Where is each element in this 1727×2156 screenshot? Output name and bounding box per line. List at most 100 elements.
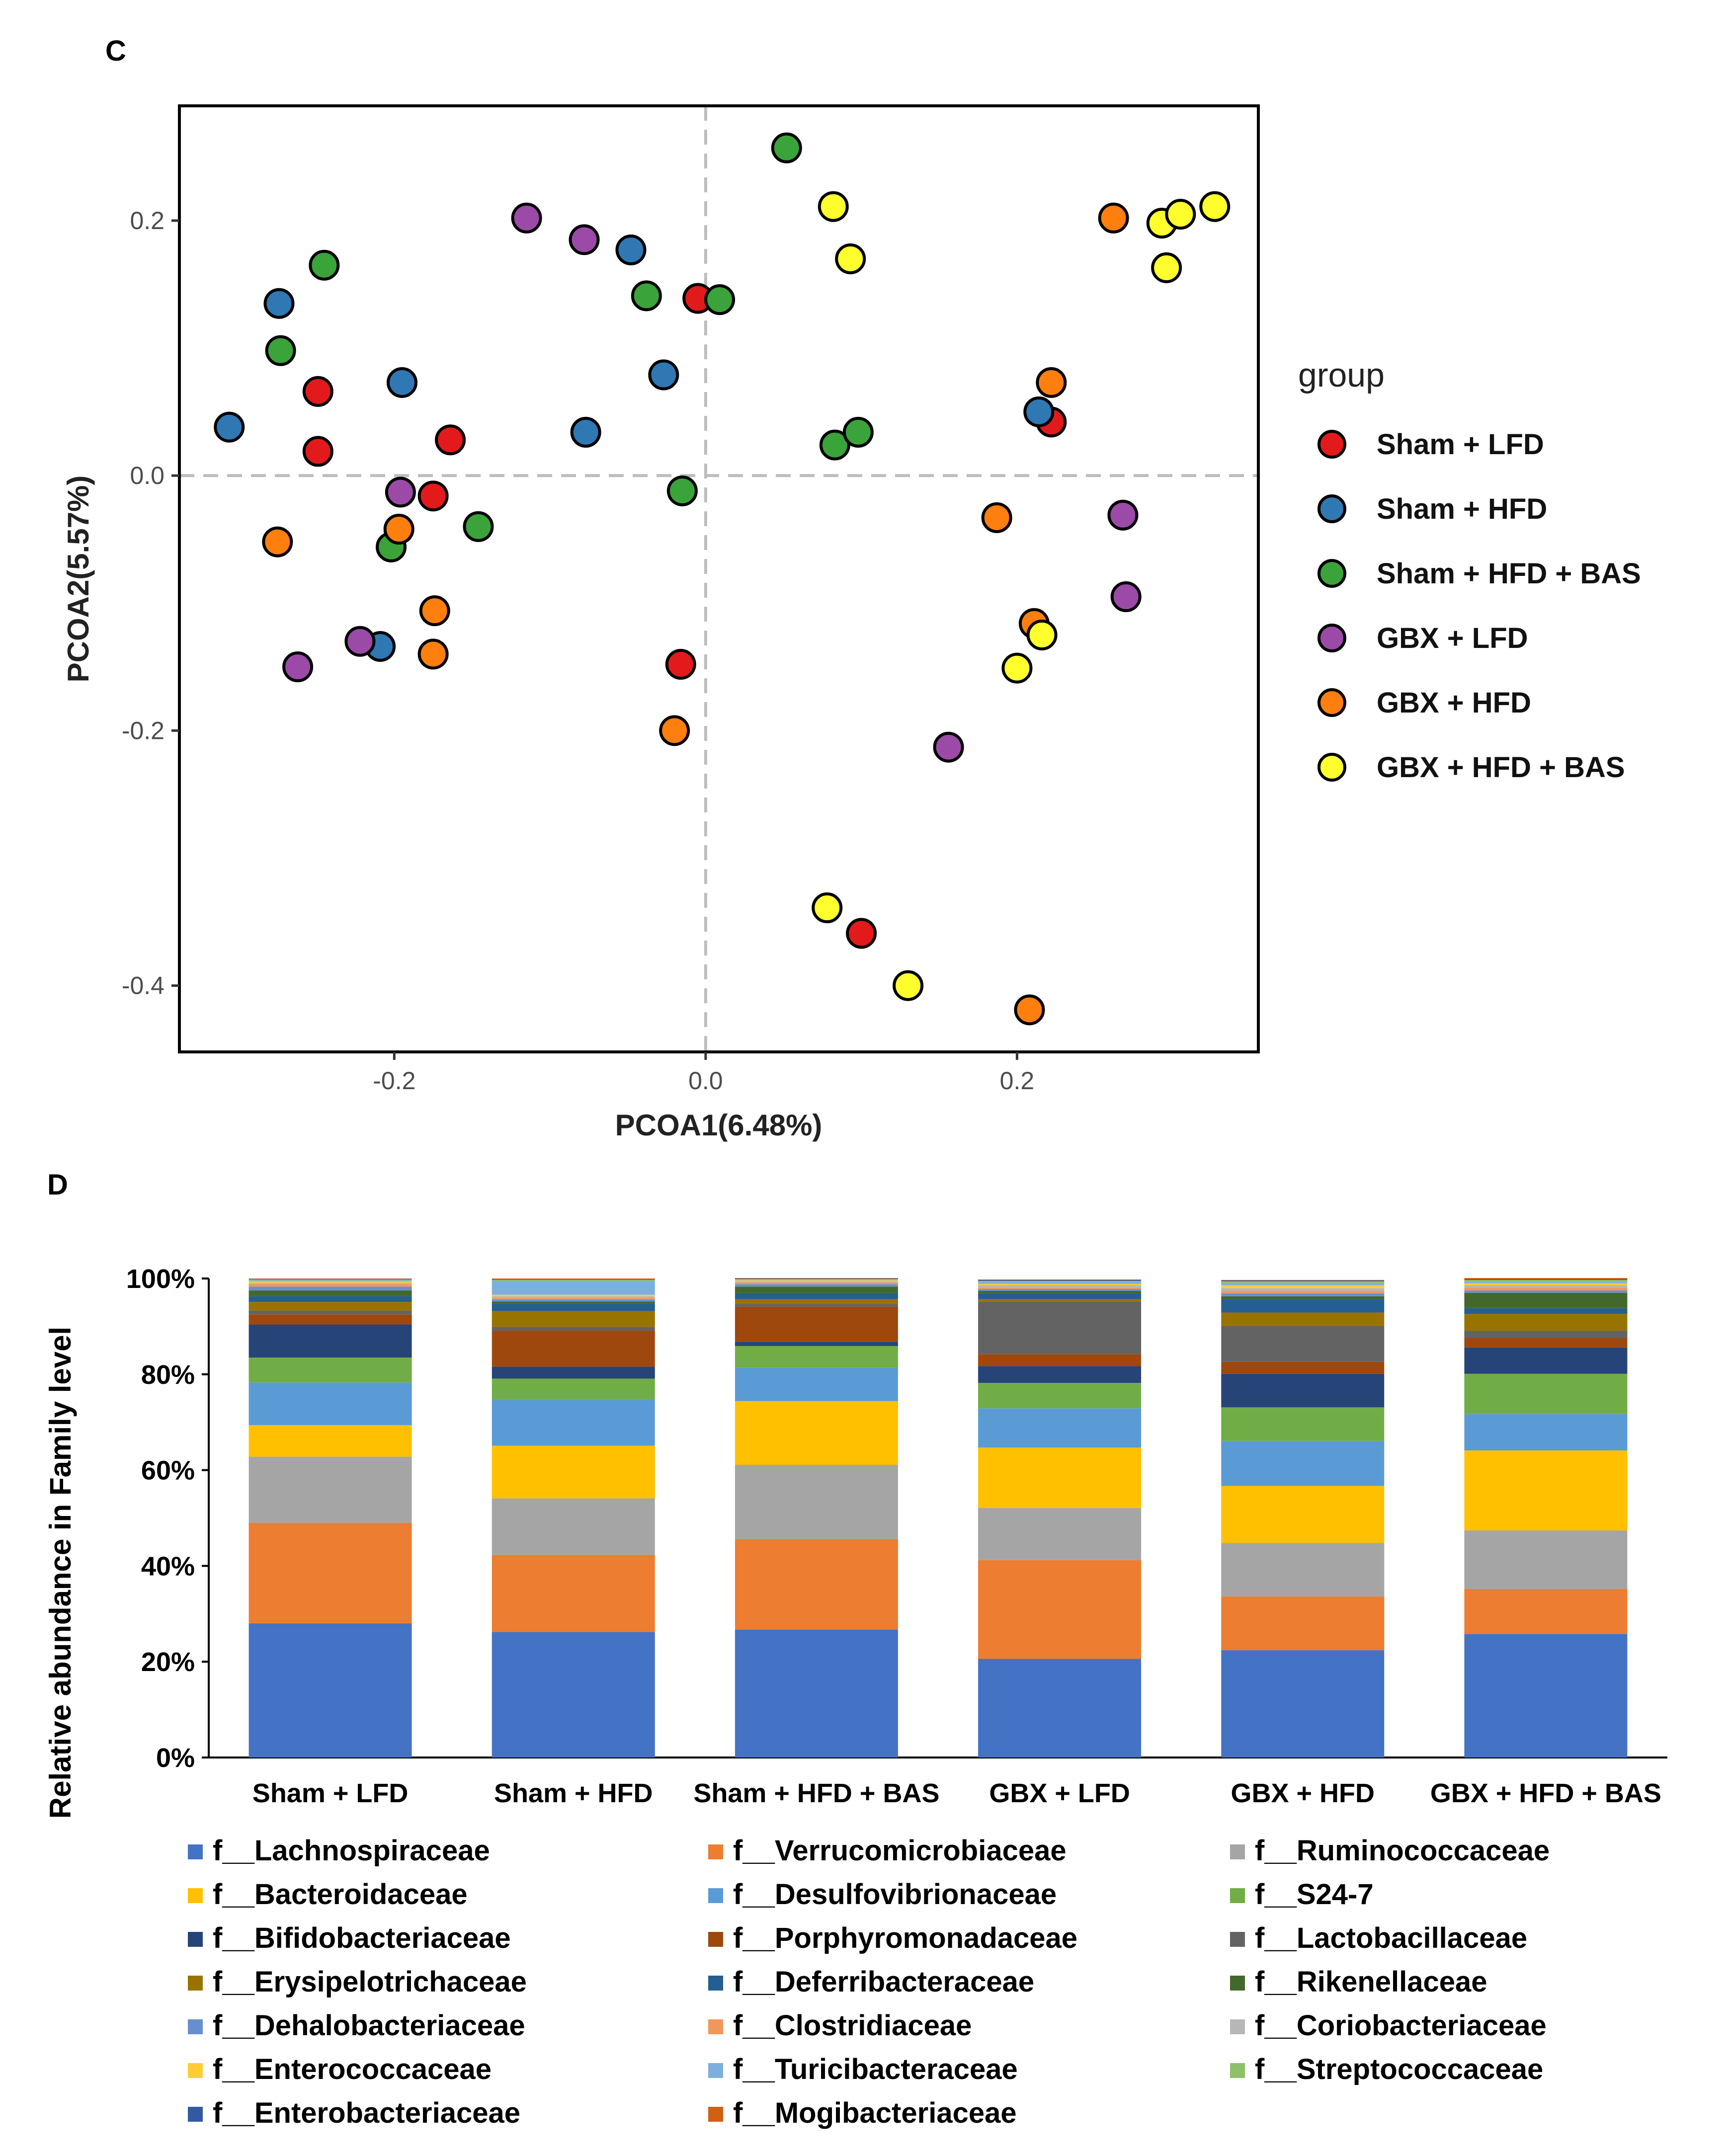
bar-segment xyxy=(735,1299,898,1304)
scatter-point xyxy=(631,280,662,312)
d-y-axis-title: Relative abundance in Family level xyxy=(44,1327,77,1819)
bar-segment xyxy=(492,1327,655,1331)
bar-segment xyxy=(735,1464,898,1539)
bar-segment xyxy=(735,1342,898,1346)
bar-segment xyxy=(1221,1285,1385,1288)
panel-c: C -0.2 0.0 0.20.20.0-0.2-0.4 PCOA1(6.48%) … xyxy=(62,35,1641,1142)
bar-segment xyxy=(1221,1326,1385,1362)
legend-label: GBX + HFD + BAS xyxy=(1377,751,1625,784)
bar-segment xyxy=(735,1304,898,1307)
bar-segment xyxy=(1221,1288,1385,1291)
legend-swatch xyxy=(1230,1844,1245,1859)
bar-segment xyxy=(1221,1293,1385,1296)
legend-label: f__Desulfovibrionaceae xyxy=(733,1878,1057,1911)
bar-segment xyxy=(492,1331,655,1367)
bar-segment xyxy=(1464,1283,1628,1285)
bar-segment xyxy=(978,1293,1142,1299)
bar-segment xyxy=(978,1299,1142,1302)
scatter-point xyxy=(1110,581,1142,612)
legend-swatch xyxy=(188,1844,203,1859)
legend-label: f__Turicibacteraceae xyxy=(733,2053,1018,2085)
bar-segment xyxy=(1221,1597,1385,1651)
scatter-point xyxy=(835,243,866,274)
bar-segment xyxy=(735,1346,898,1368)
bar-segment xyxy=(492,1498,655,1555)
bar-segment xyxy=(492,1632,655,1757)
scatter-point xyxy=(1026,619,1058,650)
x-tick-label: 0.2 xyxy=(1000,1067,1035,1095)
bar-segment xyxy=(492,1278,655,1279)
bar-segment xyxy=(1464,1450,1628,1531)
legend-swatch xyxy=(188,2107,203,2122)
scatter-point xyxy=(214,411,245,443)
bar-segment xyxy=(248,1281,412,1283)
bar-segment xyxy=(1464,1292,1628,1308)
legend-title: group xyxy=(1298,356,1385,394)
bar-segment xyxy=(492,1294,655,1296)
scatter-point xyxy=(1036,367,1067,398)
bar-segment xyxy=(248,1425,412,1457)
bar-segment xyxy=(492,1279,655,1281)
scatter-point xyxy=(262,526,293,558)
scatter-point xyxy=(665,648,696,680)
legend-swatch xyxy=(188,1976,203,1991)
y-tick-label: 0.0 xyxy=(130,462,164,489)
legend-label: Sham + HFD xyxy=(1377,493,1547,525)
bar-segment xyxy=(978,1659,1142,1757)
scatter-point xyxy=(1199,191,1231,222)
bar-segment xyxy=(1221,1486,1385,1543)
bar-segment xyxy=(735,1278,898,1279)
bar-segment xyxy=(248,1278,412,1279)
scatter-point xyxy=(704,284,736,316)
d-category-label: GBX + HFD + BAS xyxy=(1430,1778,1661,1808)
legend-label: f__Mogibacteriaceae xyxy=(733,2097,1017,2129)
legend-swatch xyxy=(188,1888,203,1903)
bar-segment xyxy=(1464,1290,1628,1293)
bar-segment xyxy=(1464,1634,1628,1757)
scatter-point xyxy=(615,234,647,265)
scatter-point xyxy=(1001,652,1033,684)
legend-label: f__Verrucomicrobiaceae xyxy=(733,1835,1067,1867)
bar-segment xyxy=(248,1522,412,1624)
bar-segment xyxy=(248,1357,412,1383)
bar-segment xyxy=(1221,1361,1385,1374)
scatter-point xyxy=(302,376,333,407)
scatter-point xyxy=(463,511,494,542)
d-y-tick-label: 20% xyxy=(141,1647,195,1677)
bar-segment xyxy=(248,1623,412,1757)
bar-segment xyxy=(492,1279,655,1280)
bar-segment xyxy=(978,1289,1142,1291)
bar-segment xyxy=(978,1283,1142,1285)
scatter-point xyxy=(819,429,850,461)
scatter-point xyxy=(812,892,843,924)
stacked-bars: Sham + LFD Sham + HFD Sham + HFD + BAS GBX … xyxy=(248,1278,1661,1808)
bar-segment xyxy=(492,1311,655,1327)
bar-segment xyxy=(1221,1373,1385,1408)
scatter-point xyxy=(842,416,874,448)
scatter-point xyxy=(666,475,698,506)
legend-swatch xyxy=(1317,753,1346,782)
bar-segment xyxy=(978,1508,1142,1560)
d-y-tick-label: 60% xyxy=(141,1456,195,1486)
legend-swatch xyxy=(188,2019,203,2034)
bar-segment xyxy=(735,1306,898,1342)
bar-segment xyxy=(735,1629,898,1757)
legend-label: f__Enterobacteriaceae xyxy=(213,2097,520,2129)
scatter-point xyxy=(981,502,1012,533)
panel-c-label: C xyxy=(105,35,126,67)
bar-segment xyxy=(978,1291,1142,1293)
bar-segment xyxy=(248,1286,412,1291)
bar-segment xyxy=(248,1279,412,1280)
bar-segment xyxy=(735,1282,898,1284)
x-tick-label: -0.2 xyxy=(373,1067,415,1095)
scatter-point xyxy=(302,436,333,467)
legend-label: GBX + HFD xyxy=(1377,687,1531,719)
scatter-point xyxy=(933,731,964,763)
scatter-point xyxy=(1165,199,1196,230)
legend-swatch xyxy=(1317,559,1346,588)
bar-segment xyxy=(978,1408,1142,1448)
legend-label: GBX + LFD xyxy=(1377,622,1528,654)
bar-segment xyxy=(1221,1282,1385,1285)
legend-label: f__Ruminococcaceae xyxy=(1255,1835,1550,1867)
bar-segment xyxy=(248,1282,412,1284)
